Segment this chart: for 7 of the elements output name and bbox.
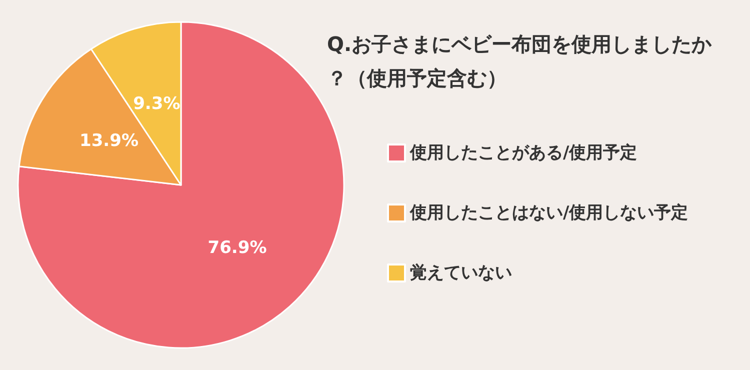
legend-label: 覚えていない: [410, 263, 512, 283]
data-label: 76.9%: [208, 238, 267, 258]
legend-label: 使用したことがある/使用予定: [409, 143, 638, 163]
legend-label: 使用したことはない/使用しない予定: [409, 203, 688, 223]
text: Q.お子さまにベビー布団を使用しましたか？（使用予定含む）: [327, 32, 713, 90]
data-label: 13.9%: [80, 130, 138, 151]
data-label: 9.3%: [133, 94, 180, 114]
